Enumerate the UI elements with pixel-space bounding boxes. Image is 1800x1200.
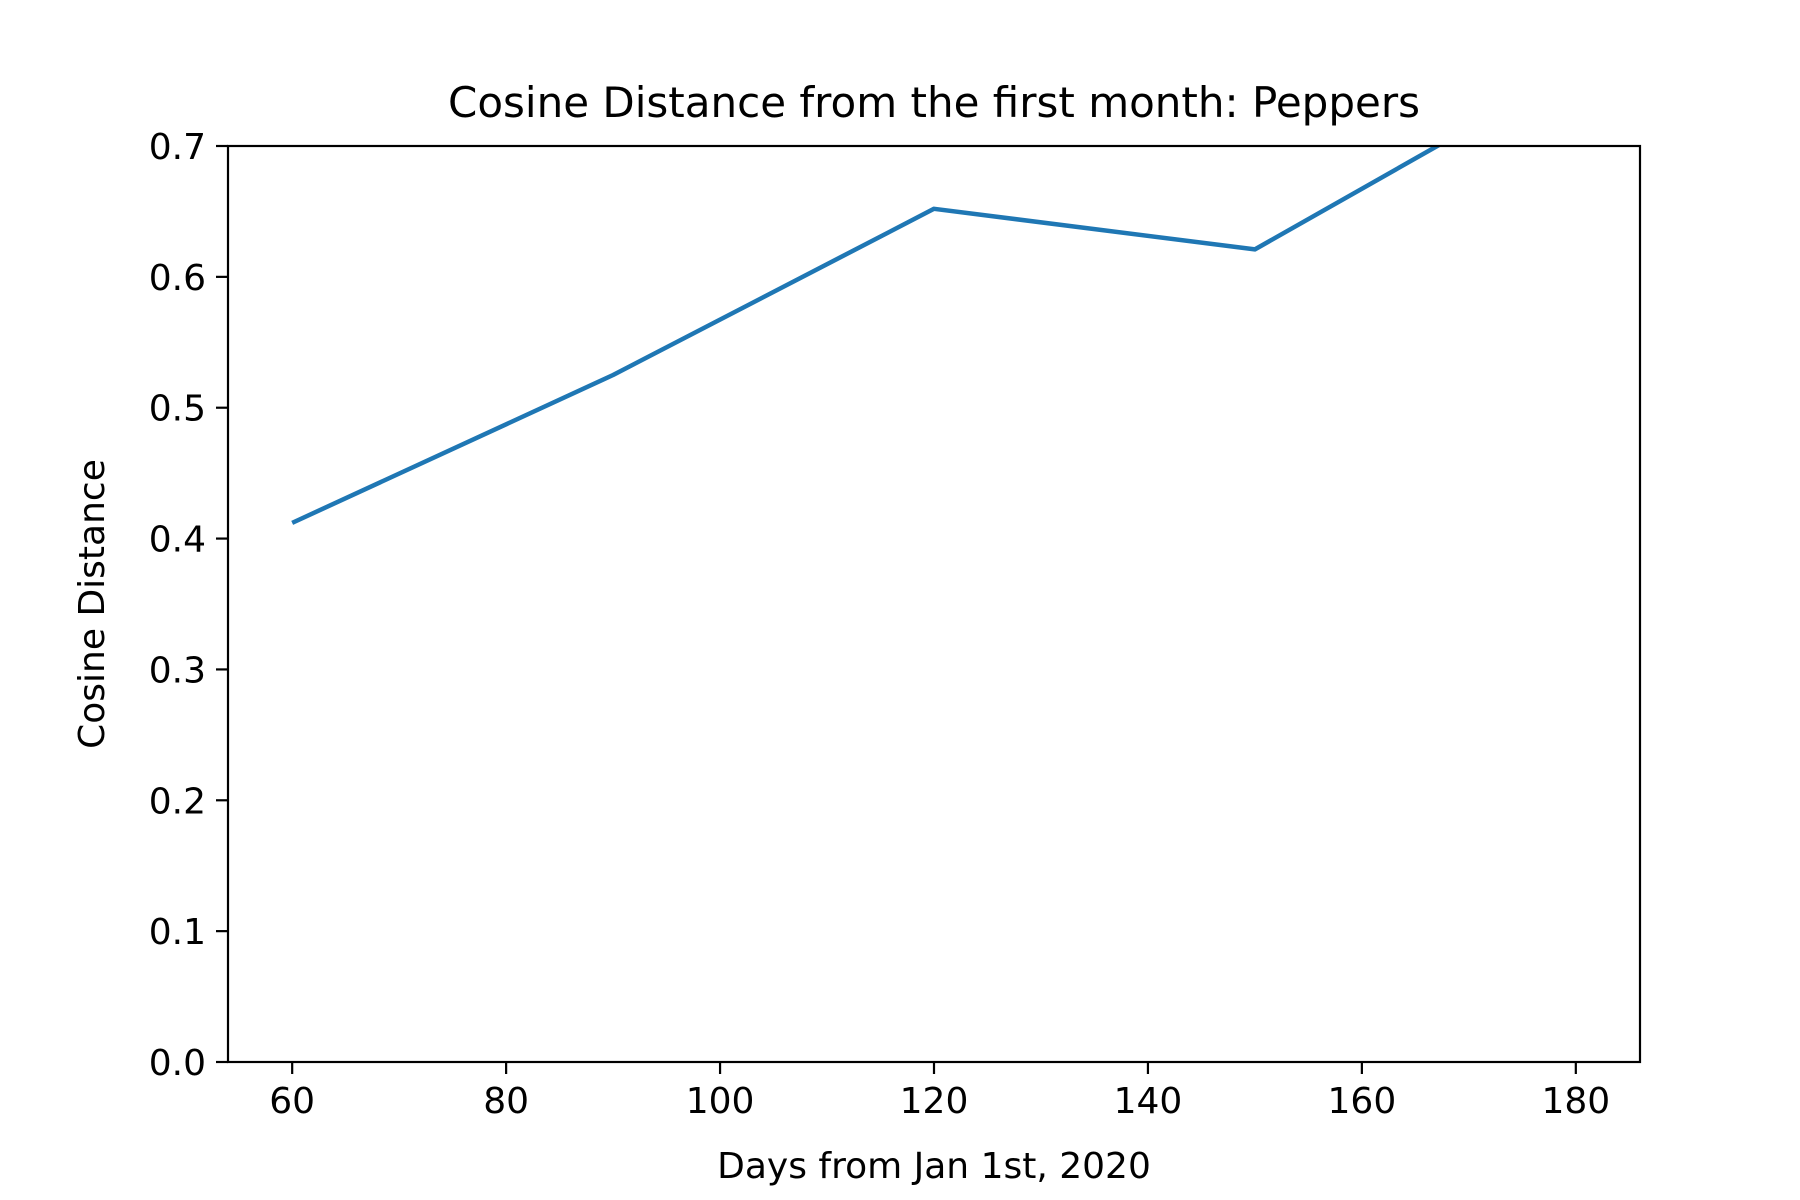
y-tick-label: 0.1 bbox=[149, 912, 206, 953]
y-axis-label: Cosine Distance bbox=[72, 459, 113, 749]
y-tick-label: 0.6 bbox=[149, 258, 206, 299]
plot-frame bbox=[226, 144, 1642, 1064]
y-axis: 0.0 0.1 0.2 0.3 0.4 0.5 0.6 0.7 bbox=[149, 127, 228, 1084]
y-tick-label: 0.2 bbox=[149, 781, 206, 822]
x-axis-label: Days from Jan 1st, 2020 bbox=[717, 1146, 1151, 1187]
x-tick-label: 100 bbox=[686, 1081, 755, 1122]
x-tick-label: 180 bbox=[1541, 1081, 1610, 1122]
series-layer bbox=[291, 146, 1442, 525]
x-tick-label: 80 bbox=[483, 1081, 529, 1122]
y-tick-label: 0.3 bbox=[149, 650, 206, 691]
x-tick-label: 140 bbox=[1114, 1081, 1183, 1122]
x-axis: 60 80 100 120 140 160 180 bbox=[269, 1062, 1610, 1122]
x-tick-label: 60 bbox=[269, 1081, 315, 1122]
y-tick-label: 0.4 bbox=[149, 520, 206, 561]
y-tick-label: 0.5 bbox=[149, 389, 206, 430]
x-tick-label: 120 bbox=[900, 1081, 969, 1122]
chart-title: Cosine Distance from the first month: Pe… bbox=[448, 78, 1420, 127]
y-tick-label: 0.0 bbox=[149, 1043, 206, 1084]
x-tick-label: 160 bbox=[1328, 1081, 1397, 1122]
y-tick-label: 0.7 bbox=[149, 127, 206, 168]
series-line-1 bbox=[291, 146, 1442, 525]
